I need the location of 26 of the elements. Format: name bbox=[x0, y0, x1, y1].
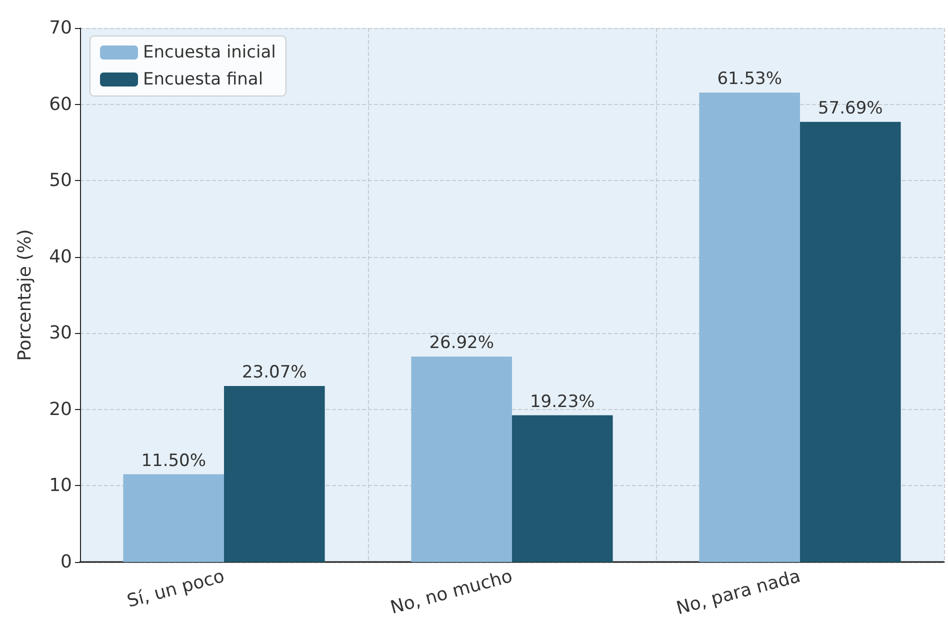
y-tick-label: 0 bbox=[60, 552, 72, 572]
bar bbox=[699, 92, 800, 562]
legend-label: Encuesta inicial bbox=[143, 42, 276, 62]
x-tick-label: No, no mucho bbox=[388, 566, 515, 619]
bar bbox=[224, 386, 325, 562]
data-label: 23.07% bbox=[242, 362, 307, 383]
y-tick-label: 60 bbox=[49, 94, 72, 115]
bar bbox=[411, 356, 512, 562]
bar bbox=[800, 122, 901, 562]
data-label: 61.53% bbox=[717, 69, 782, 90]
y-axis-title: Porcentaje (%) bbox=[14, 229, 36, 361]
bar bbox=[512, 415, 613, 562]
legend-label: Encuesta final bbox=[143, 70, 264, 90]
bar bbox=[123, 474, 224, 562]
y-tick-label: 20 bbox=[49, 398, 72, 420]
y-tick-label: 40 bbox=[49, 246, 72, 268]
y-tick-label: 30 bbox=[49, 322, 72, 344]
x-tick-label: Sí, un poco bbox=[124, 566, 227, 612]
y-tick-label: 50 bbox=[49, 170, 72, 192]
x-tick-label: No, para nada bbox=[674, 566, 803, 620]
data-label: 57.69% bbox=[818, 98, 883, 118]
data-label: 26.92% bbox=[429, 333, 494, 354]
y-tick-label: 70 bbox=[49, 18, 72, 38]
y-tick-label: 10 bbox=[49, 475, 72, 496]
data-label: 19.23% bbox=[530, 392, 595, 412]
data-label: 11.50% bbox=[141, 450, 206, 471]
